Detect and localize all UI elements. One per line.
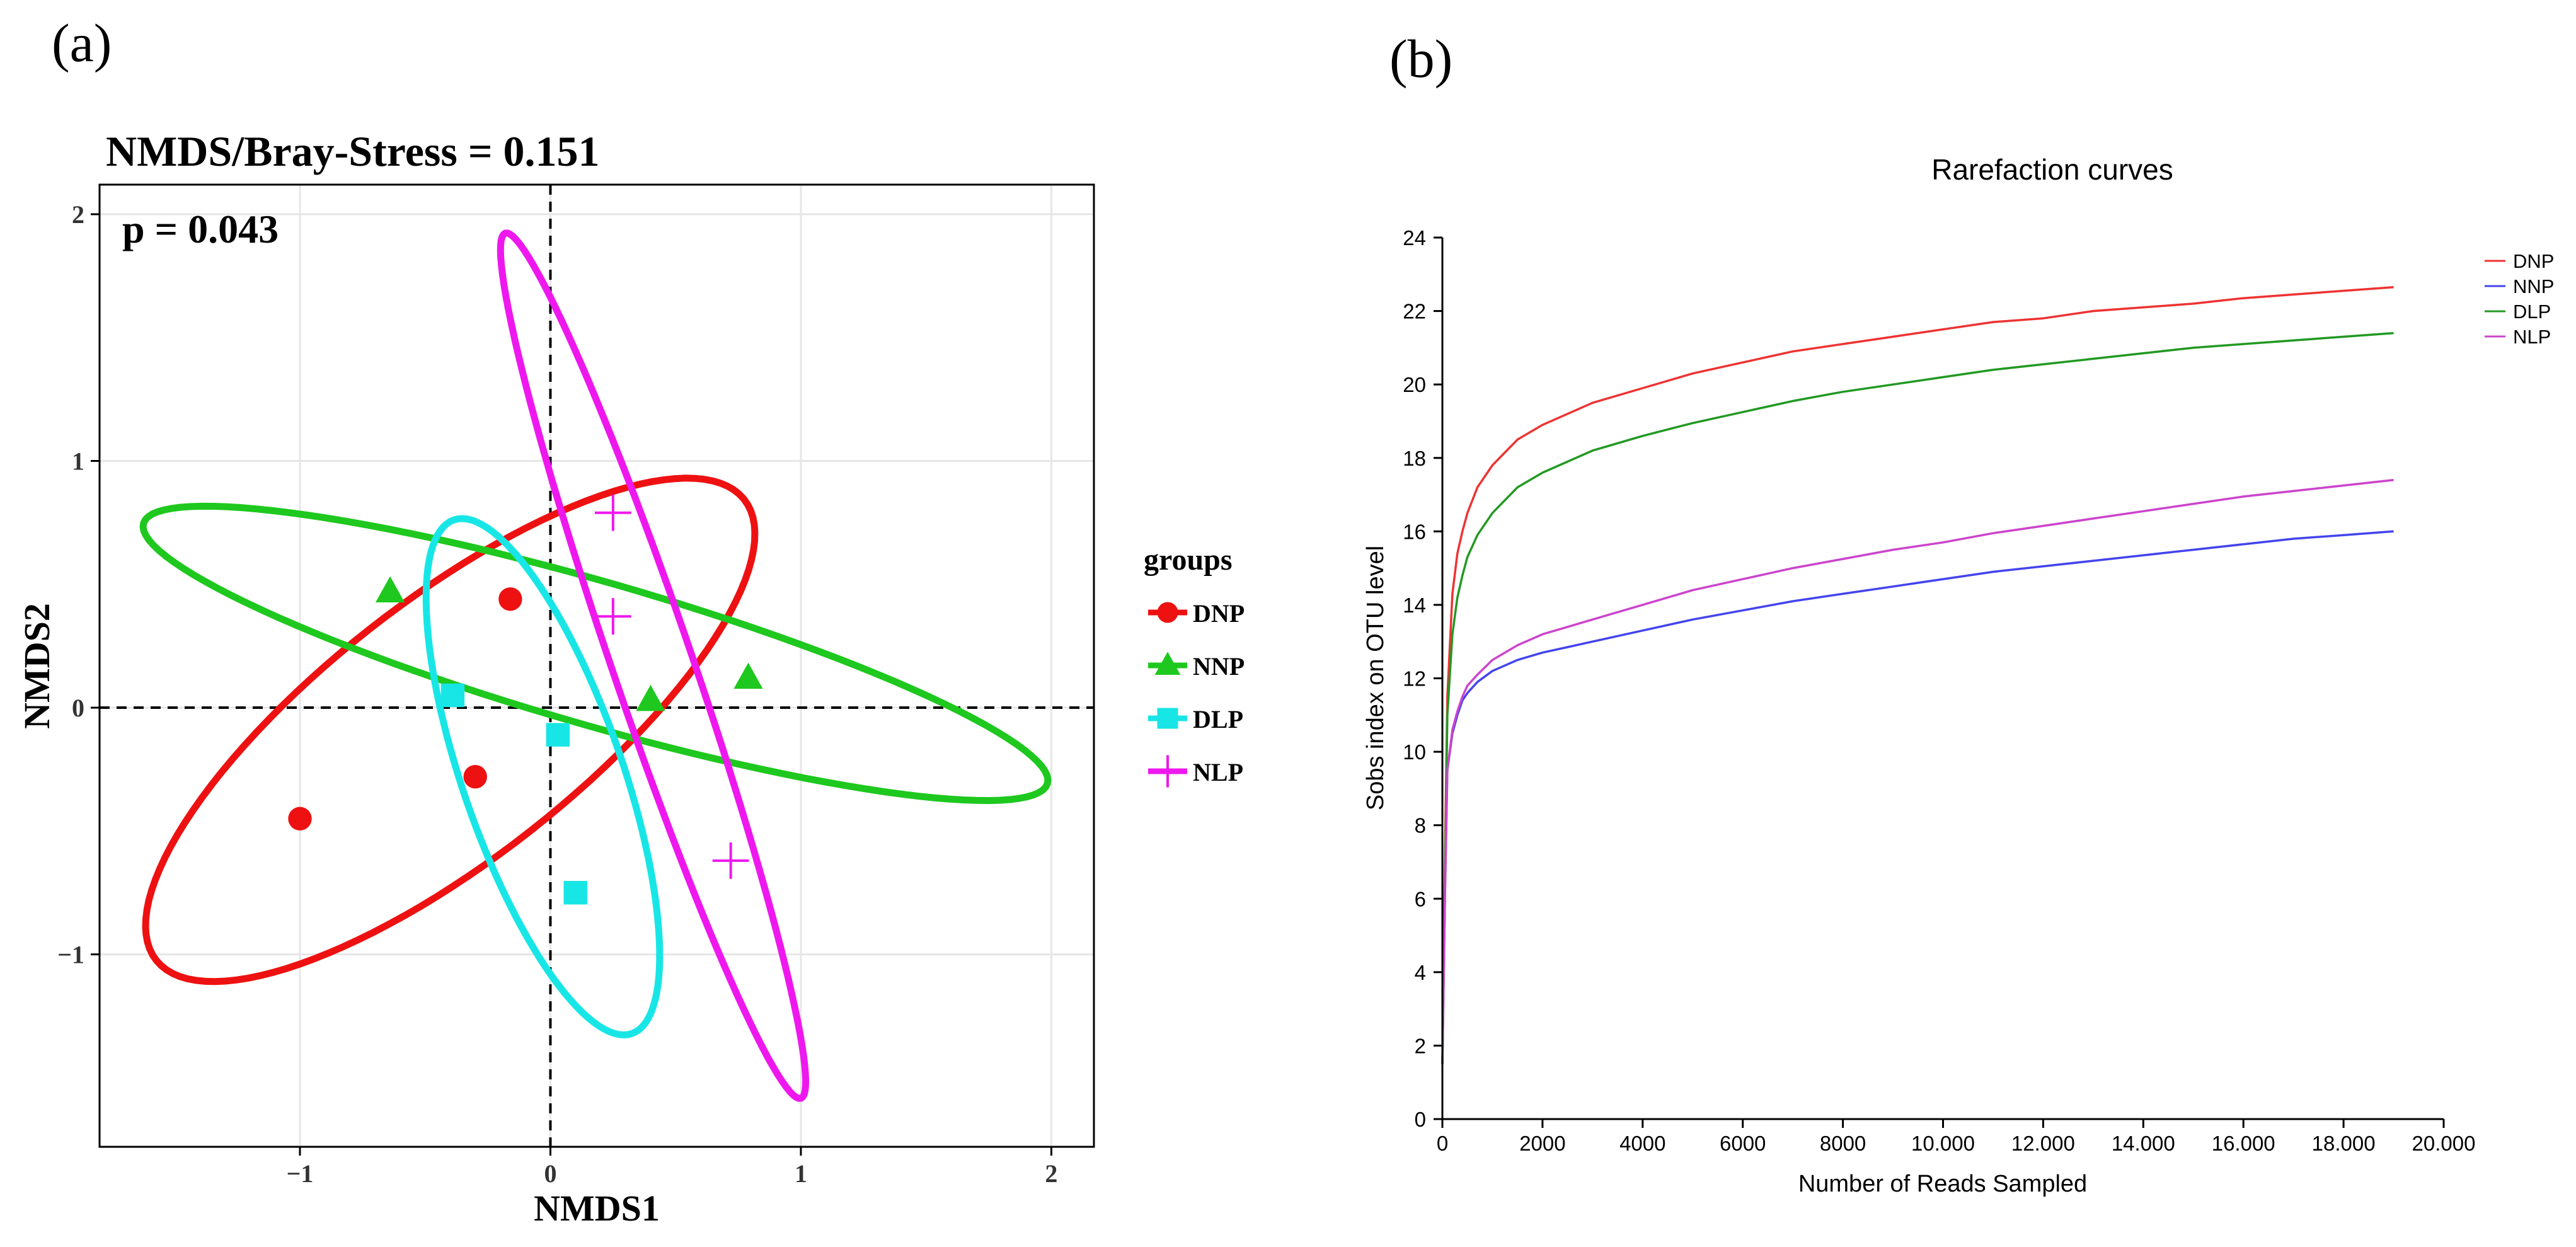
nmds-y-tick-label: 1 bbox=[72, 447, 84, 476]
rarefaction-y-tick-label: 10 bbox=[1403, 740, 1426, 764]
rarefaction-y-tick-label: 12 bbox=[1403, 667, 1426, 691]
point-dlp bbox=[546, 723, 570, 747]
rarefaction-x-tick-label: 6000 bbox=[1720, 1132, 1766, 1155]
point-nnp bbox=[636, 684, 665, 711]
rarefaction-panel: (b) Rarefaction curves 0 2000 4000 6000 8000… bbox=[1362, 28, 2554, 1197]
rarefaction-title: Rarefaction curves bbox=[1931, 153, 2173, 186]
nmds-y-axis-label: NMDS2 bbox=[16, 603, 57, 729]
legend-label-dlp: DLP bbox=[1193, 705, 1243, 733]
rarefaction-legend-label-dlp: DLP bbox=[2513, 301, 2551, 323]
nmds-panel: (a) NMDS/Bray-Stress = 0.151 p = 0.043 −… bbox=[16, 13, 1245, 1229]
rarefaction-y-tick-label: 20 bbox=[1403, 373, 1426, 396]
rarefaction-y-tick-label: 22 bbox=[1403, 300, 1426, 323]
rarefaction-x-tick-label: 20.000 bbox=[2412, 1132, 2476, 1155]
point-nnp bbox=[375, 576, 405, 603]
rarefaction-x-tick-label: 16.000 bbox=[2212, 1132, 2275, 1155]
rarefaction-x-tick-label: 14.000 bbox=[2112, 1132, 2175, 1155]
ellipse-dnp bbox=[142, 474, 759, 986]
panel-label-b: (b) bbox=[1389, 28, 1452, 89]
rarefaction-x-tick-label: 2000 bbox=[1519, 1132, 1565, 1155]
rarefaction-x-tick-label: 12.000 bbox=[2011, 1132, 2075, 1155]
rarefaction-legend-label-dnp: DNP bbox=[2513, 250, 2554, 272]
nmds-y-ticks: −1 0 1 2 bbox=[57, 200, 100, 969]
ellipse-dlp bbox=[422, 515, 664, 1038]
rarefaction-y-tick-label: 0 bbox=[1415, 1108, 1426, 1131]
curve-dlp bbox=[1441, 331, 2394, 1064]
nmds-x-ticks: −1 0 1 2 bbox=[287, 1147, 1057, 1188]
rarefaction-legend-label-nnp: NNP bbox=[2513, 275, 2554, 297]
rarefaction-y-tick-label: 18 bbox=[1403, 447, 1426, 470]
legend-marker-nlp bbox=[1151, 755, 1184, 788]
nmds-y-tick-label: 0 bbox=[72, 694, 84, 722]
legend-marker-nnp bbox=[1154, 652, 1181, 675]
legend-marker-dlp bbox=[1157, 708, 1178, 729]
rarefaction-x-tick-label: 10.000 bbox=[1911, 1132, 1975, 1155]
nmds-title: NMDS/Bray-Stress = 0.151 bbox=[106, 127, 600, 175]
point-nlp bbox=[594, 598, 631, 635]
legend-label-nnp: NNP bbox=[1193, 652, 1245, 681]
nmds-x-axis-label: NMDS1 bbox=[534, 1188, 660, 1229]
curve-dnp bbox=[1441, 285, 2394, 1064]
nmds-reference-lines bbox=[100, 185, 1094, 1147]
nmds-p-value: p = 0.043 bbox=[122, 207, 279, 251]
nmds-ellipses bbox=[139, 229, 1052, 1102]
ellipse-nnp bbox=[139, 502, 1052, 805]
nmds-points bbox=[288, 494, 763, 905]
rarefaction-x-axis-label: Number of Reads Sampled bbox=[1798, 1171, 2087, 1197]
point-nnp bbox=[733, 662, 763, 689]
nmds-plot-border bbox=[98, 183, 1095, 1148]
rarefaction-y-tick-label: 24 bbox=[1403, 226, 1426, 250]
rarefaction-lines bbox=[1441, 285, 2394, 1064]
panel-label-a: (a) bbox=[52, 13, 112, 73]
legend-label-dnp: DNP bbox=[1193, 599, 1245, 628]
legend-label-nlp: NLP bbox=[1193, 758, 1243, 786]
rarefaction-y-tick-label: 14 bbox=[1403, 594, 1426, 617]
curve-nnp bbox=[1441, 530, 2394, 1064]
rarefaction-x-tick-label: 4000 bbox=[1619, 1132, 1665, 1155]
rarefaction-legend: DNP NNP DLP NLP bbox=[2485, 250, 2554, 348]
rarefaction-x-tick-label: 8000 bbox=[1820, 1132, 1866, 1155]
ellipse-nlp bbox=[497, 229, 810, 1102]
curve-nlp bbox=[1441, 478, 2394, 1064]
legend-marker-dnp bbox=[1157, 602, 1178, 623]
nmds-legend-title: groups bbox=[1144, 543, 1233, 577]
nmds-legend: groups DNP NNP DLP NLP bbox=[1144, 543, 1245, 788]
rarefaction-y-tick-label: 16 bbox=[1403, 520, 1426, 543]
rarefaction-y-axis-label: Sobs index on OTU level bbox=[1362, 546, 1389, 810]
point-dlp bbox=[440, 683, 465, 708]
rarefaction-y-tick-label: 8 bbox=[1415, 814, 1426, 837]
rarefaction-legend-label-nlp: NLP bbox=[2513, 326, 2551, 348]
nmds-y-tick-label: 2 bbox=[72, 200, 84, 229]
nmds-plot-area bbox=[98, 183, 1095, 1148]
nmds-x-tick-label: 2 bbox=[1045, 1159, 1057, 1188]
rarefaction-x-tick-label: 0 bbox=[1437, 1132, 1448, 1155]
point-nlp bbox=[594, 494, 631, 531]
nmds-x-tick-label: 0 bbox=[544, 1159, 556, 1188]
point-dlp bbox=[563, 881, 587, 905]
rarefaction-y-tick-label: 4 bbox=[1415, 961, 1426, 984]
point-nlp bbox=[712, 842, 749, 879]
rarefaction-y-tick-label: 2 bbox=[1415, 1034, 1426, 1057]
point-dnp bbox=[288, 807, 312, 830]
nmds-x-tick-label: 1 bbox=[795, 1159, 807, 1188]
rarefaction-y-tick-label: 6 bbox=[1415, 887, 1426, 911]
point-dnp bbox=[498, 587, 522, 611]
nmds-y-tick-label: −1 bbox=[57, 941, 84, 969]
nmds-x-tick-label: −1 bbox=[287, 1159, 314, 1188]
rarefaction-x-tick-label: 18.000 bbox=[2312, 1132, 2376, 1155]
point-dnp bbox=[463, 764, 487, 789]
rarefaction-x-ticks: 0 2000 4000 6000 8000 10.000 12.000 14.000 16.00… bbox=[1437, 1119, 2476, 1155]
